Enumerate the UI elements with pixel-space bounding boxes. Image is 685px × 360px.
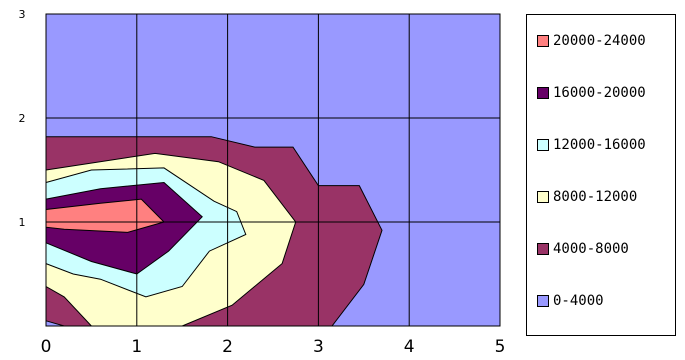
x-axis-ticks: 0 1 2 3 4 5 — [41, 337, 506, 357]
legend-swatch — [537, 295, 549, 307]
plot-border — [45, 13, 501, 327]
legend-item: 16000-20000 — [537, 85, 646, 101]
y-axis-ticks: 1 2 3 — [19, 8, 26, 229]
legend-item: 4000-8000 — [537, 241, 629, 257]
x-tick-label: 1 — [131, 337, 142, 357]
legend-swatch — [537, 243, 549, 255]
legend-label: 12000-16000 — [553, 137, 646, 153]
legend-label: 16000-20000 — [553, 85, 646, 101]
y-tick-label: 3 — [19, 8, 26, 21]
legend-swatch — [537, 191, 549, 203]
legend: 20000-24000 16000-20000 12000-16000 8000-12… — [526, 14, 676, 336]
legend-swatch — [537, 35, 549, 47]
legend-label: 8000-12000 — [553, 189, 638, 205]
x-tick-label: 3 — [313, 337, 324, 357]
legend-swatch — [537, 87, 549, 99]
x-tick-label: 5 — [495, 337, 506, 357]
legend-item: 0-4000 — [537, 293, 604, 309]
legend-swatch — [537, 139, 549, 151]
legend-item: 12000-16000 — [537, 137, 646, 153]
contour-chart: 0 1 2 3 4 5 1 2 3 — [19, 8, 506, 357]
x-tick-label: 4 — [404, 337, 415, 357]
legend-label: 20000-24000 — [553, 33, 646, 49]
legend-label: 4000-8000 — [553, 241, 629, 257]
x-tick-label: 0 — [41, 337, 52, 357]
x-tick-label: 2 — [222, 337, 233, 357]
contour-band-20000-24000 — [45, 198, 165, 233]
y-tick-label: 1 — [19, 216, 26, 229]
legend-item: 20000-24000 — [537, 33, 646, 49]
grid-lines — [46, 14, 500, 326]
legend-item: 8000-12000 — [537, 189, 637, 205]
legend-label: 0-4000 — [553, 293, 604, 309]
y-tick-label: 2 — [19, 112, 26, 125]
contour-bands — [45, 13, 501, 327]
